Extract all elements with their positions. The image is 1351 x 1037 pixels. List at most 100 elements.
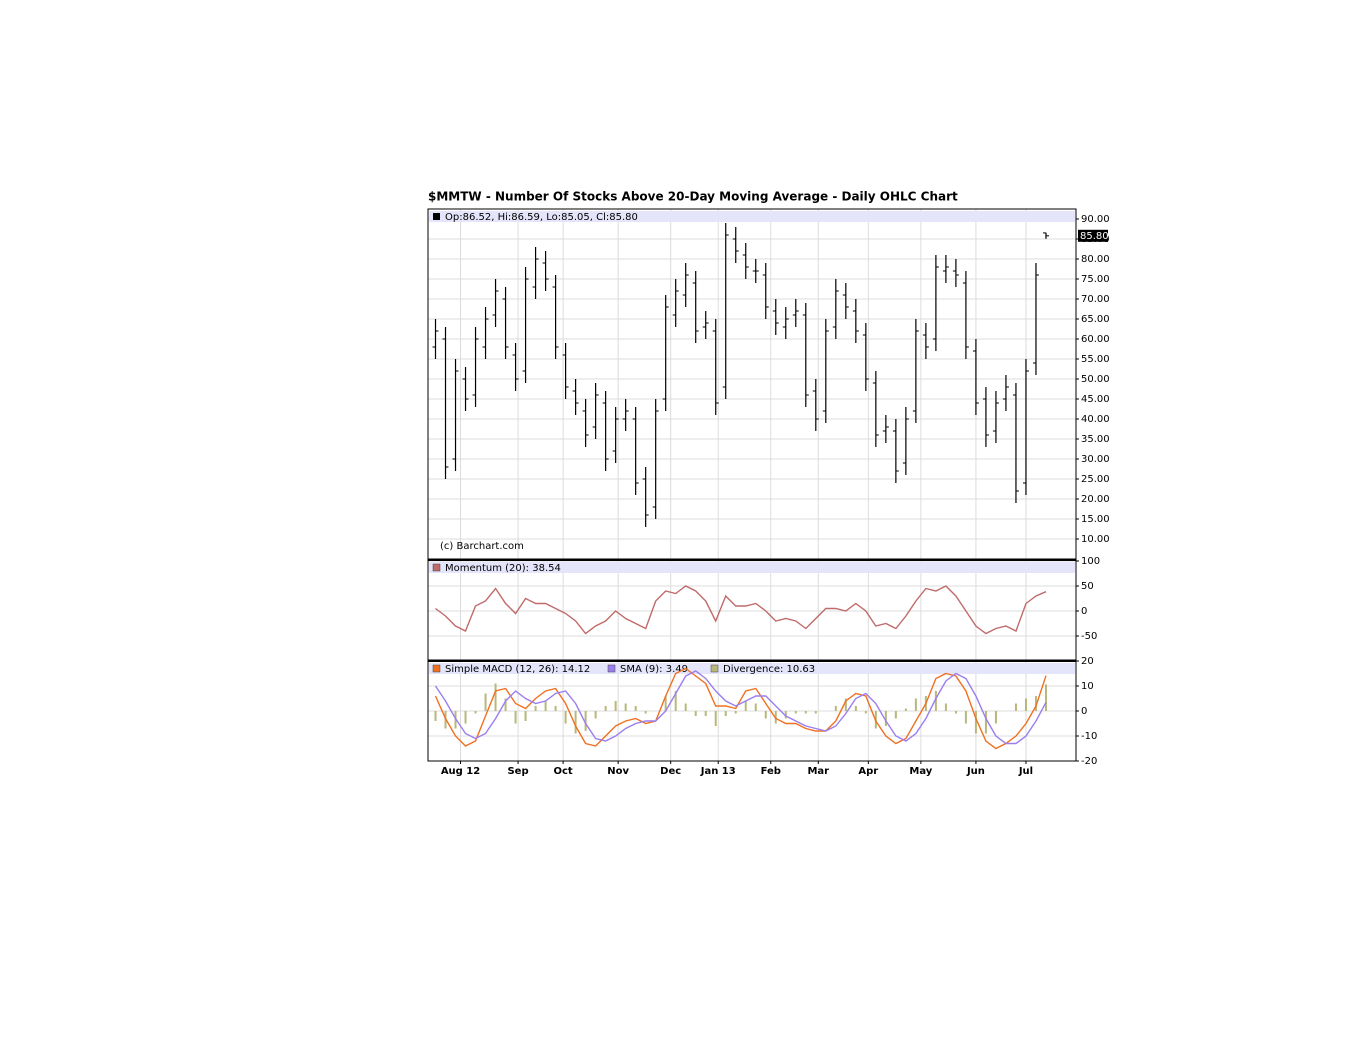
- divergence-bar: [434, 711, 437, 721]
- divergence-bar: [724, 711, 727, 716]
- x-tick-label: May: [909, 766, 932, 777]
- divergence-bar: [914, 698, 917, 711]
- divergence-bar: [524, 711, 527, 721]
- divergence-bar: [844, 698, 847, 711]
- divergence-bar: [854, 706, 857, 711]
- x-tick-label: Jul: [1018, 766, 1033, 777]
- divergence-bar: [544, 701, 547, 711]
- y-tick-label: 15.00: [1081, 514, 1110, 525]
- divergence-bar: [744, 701, 747, 711]
- y-tick-label: 70.00: [1081, 294, 1110, 305]
- divergence-bar: [594, 711, 597, 719]
- divergence-bar: [624, 703, 627, 711]
- x-tick-label: Dec: [660, 766, 681, 777]
- legend-swatch: [607, 664, 616, 673]
- y-tick-label: 10.00: [1081, 534, 1110, 545]
- divergence-bar: [994, 711, 997, 724]
- divergence-bar: [554, 706, 557, 711]
- divergence-bar: [1014, 703, 1017, 711]
- divergence-bar: [1024, 698, 1027, 711]
- divergence-bar: [504, 698, 507, 711]
- divergence-bar: [484, 693, 487, 711]
- divergence-bar: [694, 711, 697, 716]
- y-tick-label: 10: [1081, 681, 1094, 692]
- legend-swatch: [433, 213, 440, 220]
- divergence-bar: [574, 711, 577, 734]
- y-tick-label: 100: [1081, 556, 1100, 567]
- divergence-bar: [634, 706, 637, 711]
- watermark: (c) Barchart.com: [440, 541, 524, 552]
- x-tick-label: Sep: [507, 766, 528, 777]
- divergence-bar: [754, 703, 757, 711]
- divergence-bar: [584, 711, 587, 731]
- divergence-bar: [464, 711, 467, 724]
- legend-band: [429, 211, 1075, 222]
- legend-swatch: [432, 563, 441, 572]
- divergence-bar: [714, 711, 717, 726]
- divergence-bar: [984, 711, 987, 734]
- legend-text: Simple MACD (12, 26): 14.12: [445, 664, 590, 675]
- divergence-bar: [904, 708, 907, 711]
- divergence-bar: [644, 711, 647, 714]
- divergence-bar: [1034, 696, 1037, 711]
- x-tick-label: Aug 12: [441, 766, 480, 777]
- divergence-bar: [474, 711, 477, 714]
- divergence-bar: [1044, 684, 1047, 711]
- divergence-bar: [964, 711, 967, 724]
- divergence-bar: [674, 691, 677, 711]
- divergence-bar: [834, 706, 837, 711]
- x-tick-label: Jan 13: [700, 766, 736, 777]
- legend-swatch: [432, 664, 441, 673]
- divergence-bar: [864, 711, 867, 714]
- y-tick-label: 60.00: [1081, 334, 1110, 345]
- divergence-bar: [894, 711, 897, 719]
- y-tick-label: 75.00: [1081, 274, 1110, 285]
- y-tick-label: 20.00: [1081, 494, 1110, 505]
- legend-text: Momentum (20): 38.54: [445, 563, 561, 574]
- last-price-box: [1078, 229, 1108, 242]
- legend-swatch: [710, 664, 719, 673]
- y-tick-label: 45.00: [1081, 394, 1110, 405]
- y-tick-label: 80.00: [1081, 254, 1110, 265]
- divergence-bar: [684, 703, 687, 711]
- y-tick-label: -50: [1081, 631, 1097, 642]
- x-tick-label: Jun: [966, 766, 985, 777]
- series-line: [434, 670, 1047, 745]
- divergence-bar: [794, 711, 797, 714]
- legend-band: [429, 663, 1075, 674]
- divergence-bar: [764, 711, 767, 719]
- divergence-bar: [954, 711, 957, 714]
- divergence-bar: [884, 711, 887, 726]
- legend-text: SMA (9): 3.49: [620, 664, 688, 675]
- divergence-bar: [564, 711, 567, 724]
- divergence-bar: [614, 701, 617, 711]
- legend-band: [429, 562, 1075, 573]
- x-tick-label: Nov: [607, 766, 629, 777]
- y-tick-label: 55.00: [1081, 354, 1110, 365]
- y-tick-label: 30.00: [1081, 454, 1110, 465]
- divergence-bar: [814, 711, 817, 714]
- y-tick-label: 65.00: [1081, 314, 1110, 325]
- divergence-bar: [494, 683, 497, 711]
- chart-title: $MMTW - Number Of Stocks Above 20-Day Mo…: [428, 190, 958, 204]
- divergence-bar: [704, 711, 707, 716]
- y-tick-label: 40.00: [1081, 414, 1110, 425]
- x-tick-label: Mar: [807, 766, 829, 777]
- panel-bg: [428, 209, 1076, 559]
- panel-bg: [428, 560, 1076, 660]
- divergence-bar: [934, 691, 937, 711]
- divergence-bar: [784, 711, 787, 719]
- divergence-bar: [514, 711, 517, 724]
- y-tick-label: 20: [1081, 656, 1094, 667]
- divergence-bar: [804, 711, 807, 714]
- divergence-bar: [604, 706, 607, 711]
- divergence-bar: [734, 711, 737, 714]
- y-tick-label: -10: [1081, 731, 1097, 742]
- y-tick-label: 90.00: [1081, 214, 1110, 225]
- y-tick-label: 50.00: [1081, 374, 1110, 385]
- y-tick-label: 0: [1081, 706, 1087, 717]
- series-line: [435, 585, 1047, 635]
- y-tick-label: 50: [1081, 581, 1094, 592]
- divergence-bar: [534, 706, 537, 711]
